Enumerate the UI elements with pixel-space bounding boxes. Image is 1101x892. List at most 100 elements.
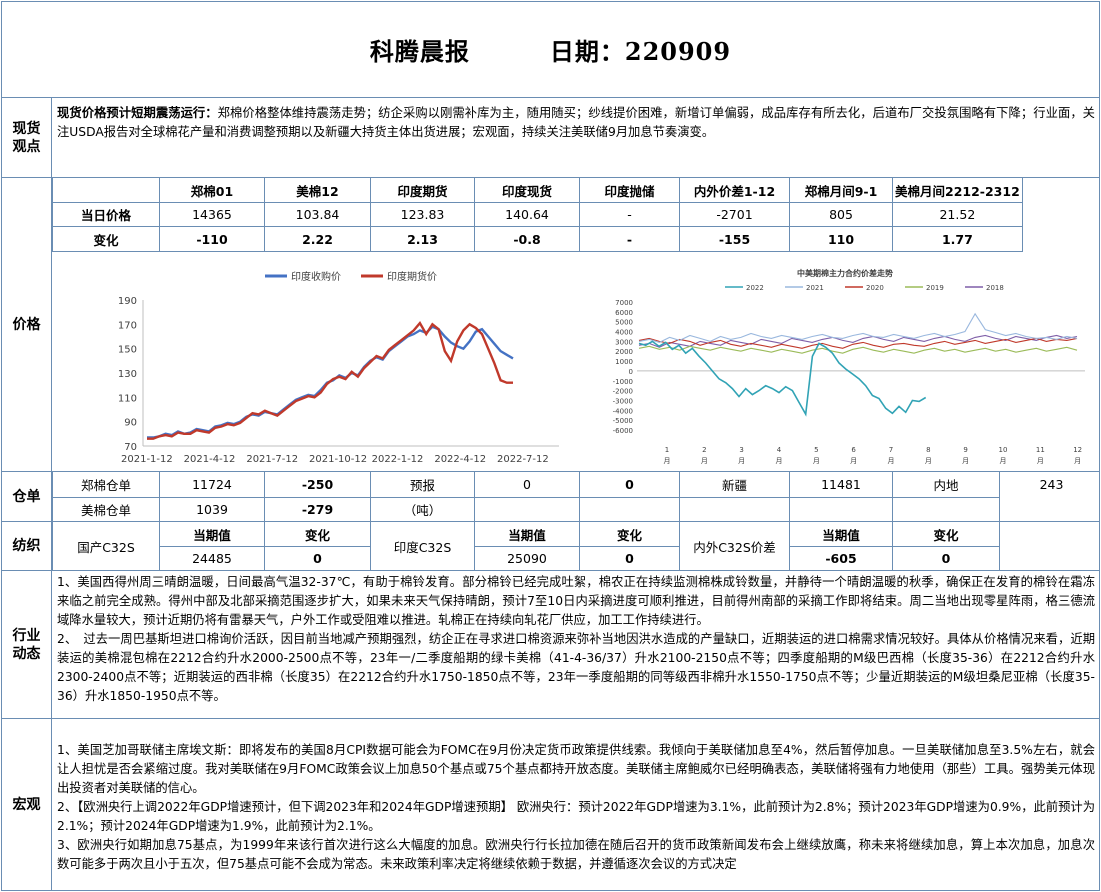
series-line-2021 bbox=[638, 312, 1078, 343]
yarn-change: 0 bbox=[264, 546, 371, 571]
warehouse-value: 11724 bbox=[159, 471, 265, 498]
yarn-value: 25090 bbox=[474, 546, 580, 571]
warehouse-value: 1039 bbox=[159, 497, 265, 522]
x-tick-unit: 月 bbox=[850, 457, 857, 465]
y-tick-label: 4000 bbox=[615, 329, 633, 337]
series-line-2 bbox=[147, 321, 513, 440]
y-tick-label: 7000 bbox=[615, 299, 633, 307]
change-header: 变化 bbox=[892, 521, 1000, 547]
region-value: 243 bbox=[999, 472, 1101, 497]
region-label: 新疆 bbox=[679, 471, 790, 498]
macro-paragraph-1: 1、美国芝加哥联储主席埃文斯：即将发布的美国8月CPI数据可能会为FOMC在9月… bbox=[57, 743, 1095, 795]
y-tick-label: 130 bbox=[118, 369, 137, 380]
price-header: 美棉12 bbox=[264, 177, 371, 203]
current-value-header: 当期值 bbox=[789, 521, 893, 547]
india-price-chart-svg: 印度收购价 印度期货价 70 90 110 130 150 170 190 2021-1-12 20… bbox=[118, 270, 559, 465]
legend-label: 2018 bbox=[986, 284, 1004, 292]
price-change-cell: 2.13 bbox=[370, 226, 475, 252]
y-tick-label: -6000 bbox=[613, 427, 633, 435]
x-tick-label: 7 bbox=[889, 446, 893, 454]
macro-paragraph-2: 2、【欧洲央行上调2022年GDP增速预计，但下调2023年和2024年GDP增… bbox=[57, 800, 1095, 833]
legend-label: 2020 bbox=[866, 284, 884, 292]
y-tick-label: -1000 bbox=[613, 378, 633, 386]
price-cell: 805 bbox=[789, 202, 893, 227]
series-line-2019 bbox=[638, 345, 1078, 354]
legend-label: 印度收购价 bbox=[291, 270, 341, 283]
y-tick-label: -5000 bbox=[613, 417, 633, 425]
x-tick-label: 2 bbox=[702, 446, 706, 454]
macro-paragraph-3: 3、欧洲央行如期加息75基点，为1999年来该行首次进行这么大幅度的加息。欧洲央… bbox=[57, 838, 1095, 871]
warehouse-change: -279 bbox=[264, 497, 371, 522]
price-header: 印度现货 bbox=[474, 177, 580, 203]
price-section: 价格 郑棉01 美棉12 印度期货 印度现货 印度抛储 内外价差1-12 郑棉月… bbox=[2, 177, 1099, 472]
yarn-name: 国产C32S bbox=[52, 521, 160, 571]
x-tick-label: 2022-1-12 bbox=[372, 454, 424, 465]
price-change-cell: 1.77 bbox=[892, 226, 1023, 252]
y-tick-label: 70 bbox=[124, 442, 137, 453]
spinning-section: 纺织 国产C32S 当期值 变化 印度C32S 当期值 变化 内外C32S价差 … bbox=[2, 521, 1099, 571]
price-change-cell: 110 bbox=[789, 226, 893, 252]
y-tick-label: 5000 bbox=[615, 319, 633, 327]
legend-label: 2021 bbox=[806, 284, 824, 292]
x-tick-unit: 月 bbox=[962, 457, 969, 465]
region-value: 11481 bbox=[789, 471, 893, 498]
price-header: 美棉月间2212-2312 bbox=[892, 177, 1023, 203]
warehouse-change: -250 bbox=[264, 471, 371, 498]
macro-label: 宏观 bbox=[2, 719, 52, 890]
forecast-change: 0 bbox=[579, 471, 680, 498]
price-header: 郑棉月间9-1 bbox=[789, 177, 893, 203]
price-cell: 21.52 bbox=[892, 202, 1023, 227]
current-value-header: 当期值 bbox=[474, 521, 580, 547]
macro-section: 宏观 1、美国芝加哥联储主席埃文斯：即将发布的美国8月CPI数据可能会为FOMC… bbox=[2, 719, 1099, 890]
price-table: 郑棉01 美棉12 印度期货 印度现货 印度抛储 内外价差1-12 郑棉月间9-… bbox=[52, 177, 1023, 252]
price-header: 内外价差1-12 bbox=[679, 177, 790, 203]
y-tick-label: 190 bbox=[118, 296, 137, 307]
x-tick-label: 5 bbox=[814, 446, 818, 454]
series-line-2020 bbox=[638, 337, 1078, 349]
yarn-name: 内外C32S价差 bbox=[679, 521, 790, 571]
x-tick-label: 1 bbox=[665, 446, 669, 454]
yarn-value: 24485 bbox=[159, 546, 265, 571]
x-tick-label: 2022-7-12 bbox=[497, 454, 549, 465]
x-tick-unit: 月 bbox=[701, 457, 708, 465]
industry-section: 行业动态 1、美国西得州周三晴朗温暖，日间最高气温32-37℃，有助于棉铃发育。… bbox=[2, 571, 1099, 719]
region-label: 内地 bbox=[892, 471, 1000, 498]
india-price-chart: 印度收购价 印度期货价 70 90 110 130 150 170 190 2021-1-12 20… bbox=[59, 258, 564, 468]
spinning-label: 纺织 bbox=[2, 522, 52, 570]
price-change-cell: -0.8 bbox=[474, 226, 580, 252]
series-line-2022 bbox=[638, 340, 927, 417]
price-label: 价格 bbox=[2, 178, 52, 471]
y-tick-label: 90 bbox=[124, 418, 137, 429]
price-cell: 103.84 bbox=[264, 202, 371, 227]
spot-view-section: 现货观点 现货价格预计短期震荡运行：郑棉价格整体维持震荡走势；纺企采购以刚需补库… bbox=[2, 98, 1099, 178]
warehouse-row-label: 美棉仓单 bbox=[52, 497, 160, 522]
yarn-change: 0 bbox=[579, 546, 680, 571]
warehouse-row-label: 郑棉仓单 bbox=[52, 471, 160, 498]
x-tick-label: 4 bbox=[777, 446, 782, 454]
x-tick-label: 10 bbox=[999, 446, 1008, 454]
x-tick-label: 6 bbox=[851, 446, 856, 454]
price-change-cell: -110 bbox=[159, 226, 265, 252]
y-tick-label: 3000 bbox=[615, 338, 633, 346]
y-tick-label: 0 bbox=[629, 368, 633, 376]
x-tick-label: 2021-1-12 bbox=[121, 454, 173, 465]
y-tick-label: 150 bbox=[118, 345, 137, 356]
price-cell: -2701 bbox=[679, 202, 790, 227]
industry-label: 行业动态 bbox=[2, 571, 52, 718]
report-date: 日期：220909 bbox=[549, 37, 732, 66]
x-tick-unit: 月 bbox=[738, 457, 745, 465]
warehouse-table: 郑棉仓单 11724 -250 预报 0 0 新疆 11481 内地 美棉仓单 … bbox=[52, 471, 1000, 522]
spot-view-headline: 现货价格预计短期震荡运行： bbox=[57, 106, 218, 120]
legend-label: 2019 bbox=[926, 284, 944, 292]
price-change-cell: -155 bbox=[679, 226, 790, 252]
y-tick-label: -3000 bbox=[613, 397, 633, 405]
change-header: 变化 bbox=[264, 521, 371, 547]
price-header: 印度期货 bbox=[370, 177, 475, 203]
warehouse-section: 仓单 郑棉仓单 11724 -250 预报 0 0 新疆 11481 内地 bbox=[2, 471, 1101, 522]
price-cell: 123.83 bbox=[370, 202, 475, 227]
x-tick-unit: 月 bbox=[1037, 457, 1044, 465]
report-header: 科腾晨报 日期：220909 bbox=[2, 2, 1099, 98]
x-tick-unit: 月 bbox=[664, 457, 671, 465]
